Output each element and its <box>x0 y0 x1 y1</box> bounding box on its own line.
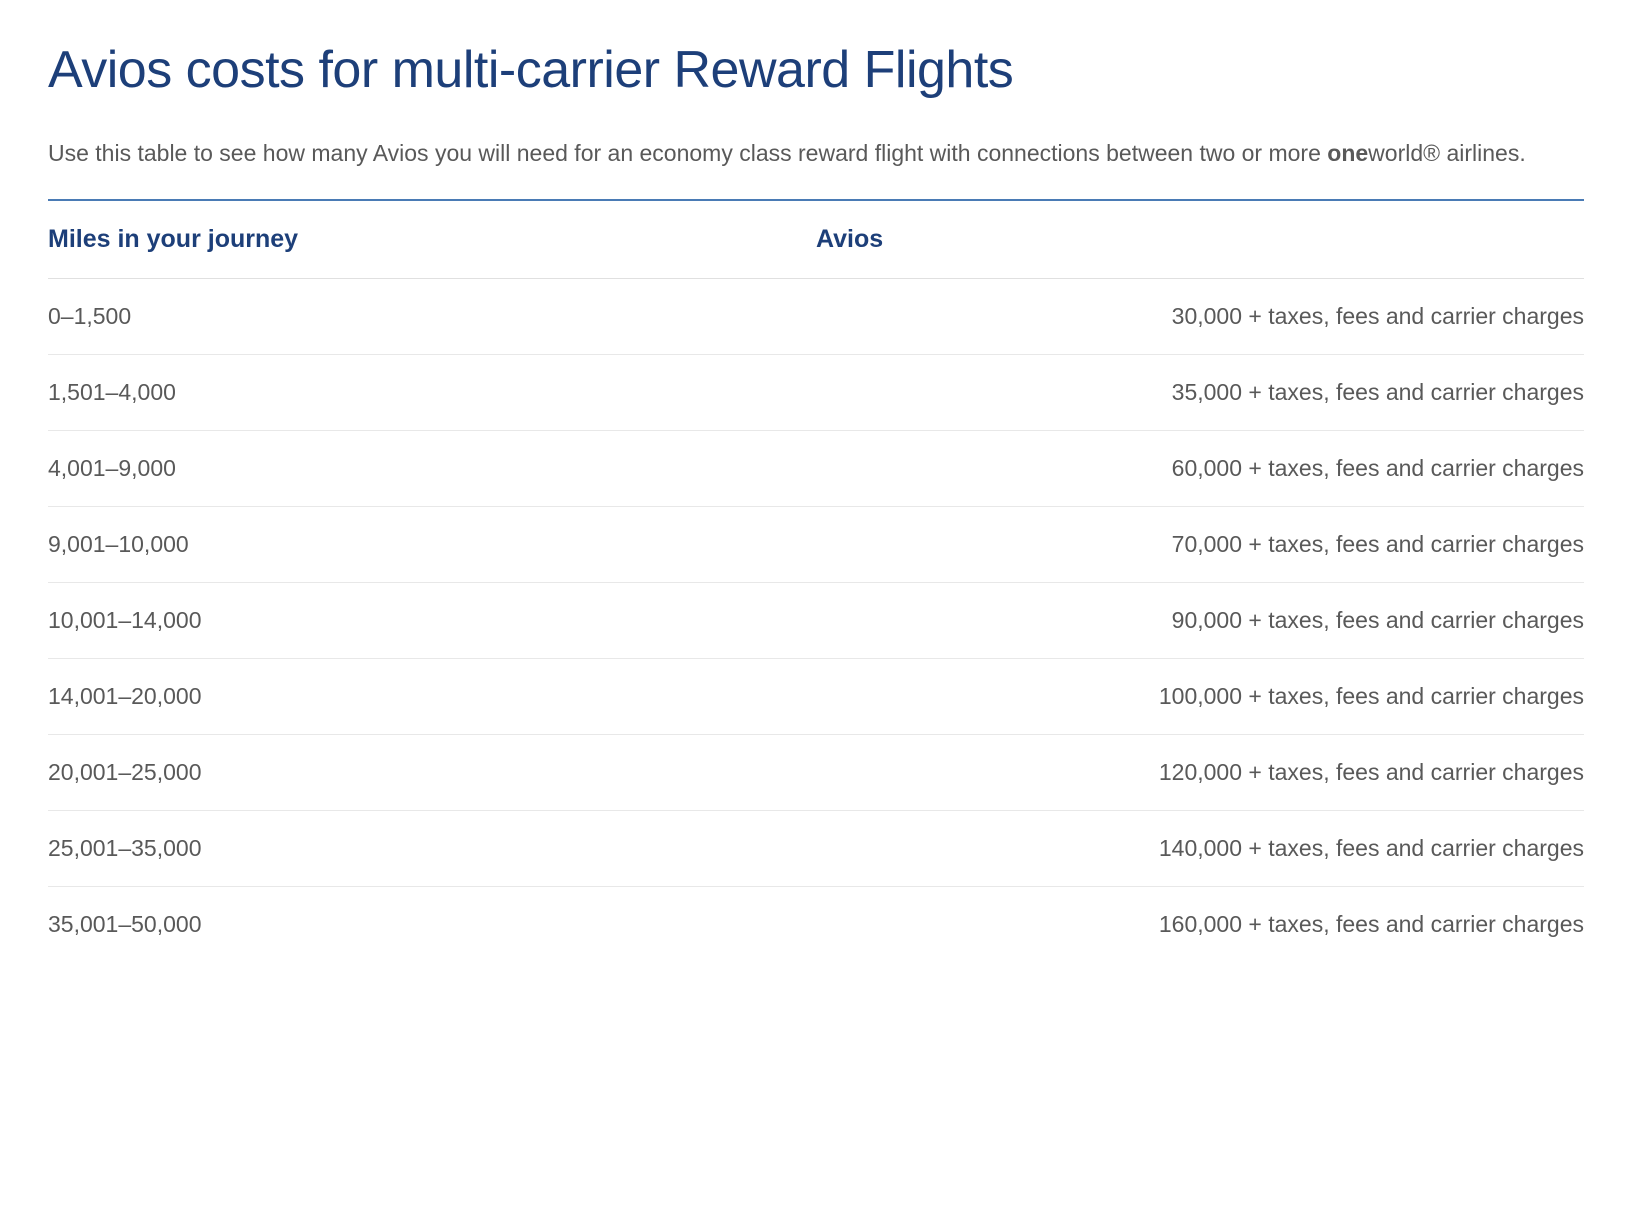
cell-avios: 160,000 + taxes, fees and carrier charge… <box>816 911 1584 938</box>
cell-miles: 9,001–10,000 <box>48 531 816 558</box>
description-text: Use this table to see how many Avios you… <box>48 136 1584 171</box>
cell-miles: 25,001–35,000 <box>48 835 816 862</box>
cell-avios: 35,000 + taxes, fees and carrier charges <box>816 379 1584 406</box>
cell-avios: 120,000 + taxes, fees and carrier charge… <box>816 759 1584 786</box>
description-suffix: world® airlines. <box>1368 140 1526 166</box>
cell-avios: 60,000 + taxes, fees and carrier charges <box>816 455 1584 482</box>
page-title: Avios costs for multi-carrier Reward Fli… <box>48 40 1584 100</box>
cell-miles: 14,001–20,000 <box>48 683 816 710</box>
cell-miles: 20,001–25,000 <box>48 759 816 786</box>
table-row: 14,001–20,000 100,000 + taxes, fees and … <box>48 659 1584 735</box>
column-header-miles: Miles in your journey <box>48 225 816 254</box>
cell-miles: 0–1,500 <box>48 303 816 330</box>
description-prefix: Use this table to see how many Avios you… <box>48 140 1327 166</box>
table-row: 20,001–25,000 120,000 + taxes, fees and … <box>48 735 1584 811</box>
table-row: 35,001–50,000 160,000 + taxes, fees and … <box>48 887 1584 962</box>
cell-miles: 35,001–50,000 <box>48 911 816 938</box>
table-header-row: Miles in your journey Avios <box>48 199 1584 279</box>
avios-table: Miles in your journey Avios 0–1,500 30,0… <box>48 199 1584 962</box>
cell-miles: 10,001–14,000 <box>48 607 816 634</box>
table-row: 1,501–4,000 35,000 + taxes, fees and car… <box>48 355 1584 431</box>
table-row: 25,001–35,000 140,000 + taxes, fees and … <box>48 811 1584 887</box>
cell-avios: 90,000 + taxes, fees and carrier charges <box>816 607 1584 634</box>
table-row: 4,001–9,000 60,000 + taxes, fees and car… <box>48 431 1584 507</box>
cell-avios: 70,000 + taxes, fees and carrier charges <box>816 531 1584 558</box>
cell-miles: 4,001–9,000 <box>48 455 816 482</box>
table-row: 0–1,500 30,000 + taxes, fees and carrier… <box>48 279 1584 355</box>
cell-avios: 100,000 + taxes, fees and carrier charge… <box>816 683 1584 710</box>
table-row: 9,001–10,000 70,000 + taxes, fees and ca… <box>48 507 1584 583</box>
description-bold: one <box>1327 140 1368 166</box>
column-header-avios: Avios <box>816 225 1584 254</box>
table-row: 10,001–14,000 90,000 + taxes, fees and c… <box>48 583 1584 659</box>
cell-avios: 30,000 + taxes, fees and carrier charges <box>816 303 1584 330</box>
cell-miles: 1,501–4,000 <box>48 379 816 406</box>
cell-avios: 140,000 + taxes, fees and carrier charge… <box>816 835 1584 862</box>
